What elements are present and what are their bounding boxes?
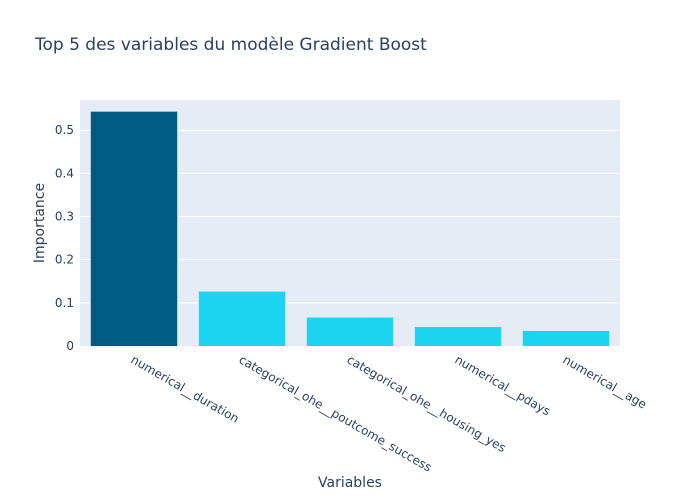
y-tick-label: 0.2 [55,253,74,267]
x-axis-title: Variables [318,475,382,491]
bar-numerical-pdays[interactable] [414,327,502,346]
bar-numerical-duration[interactable] [90,111,178,346]
y-tick-label: 0.5 [55,123,74,137]
bar-categorical-ohe-poutcome-success[interactable] [198,291,286,346]
y-tick-label: 0 [66,339,74,353]
y-axis-title: Importance [32,183,48,263]
x-axis-ticks: numerical__durationcategorical_ohe__pout… [129,352,650,474]
y-tick-label: 0.4 [55,166,74,180]
y-axis-ticks: 0 0.1 0.2 0.3 0.4 0.5 [55,123,74,353]
chart-title: Top 5 des variables du modèle Gradient B… [34,35,427,55]
y-tick-label: 0.3 [55,210,74,224]
x-tick-label: numerical__age [561,352,650,411]
y-tick-label: 0.1 [55,296,74,310]
bar-categorical-ohe-housing-yes[interactable] [306,317,394,346]
x-tick-label: numerical__duration [129,352,242,425]
bar-numerical-age[interactable] [522,330,610,346]
x-tick-label: categorical_ohe__poutcome_success [237,352,435,474]
bars [90,111,610,346]
x-tick-label: numerical__pdays [453,352,553,418]
